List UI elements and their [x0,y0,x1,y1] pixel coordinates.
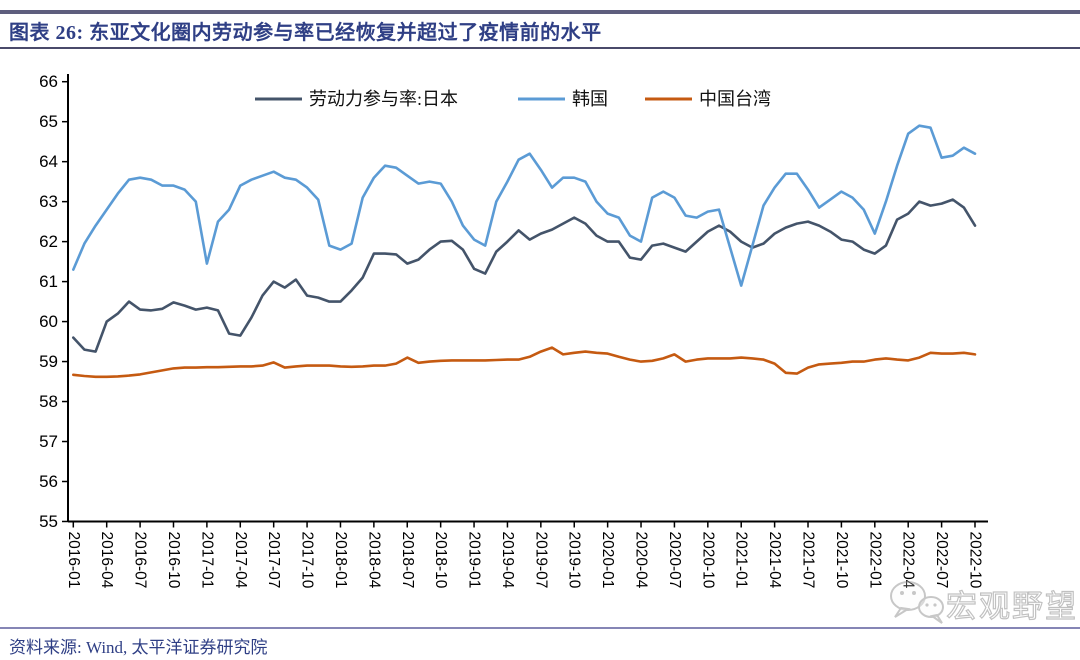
y-axis-tick-label: 56 [39,472,58,491]
x-axis-tick-label: 2017-01 [198,532,215,589]
axis-lines [67,74,988,523]
x-axis-tick-label: 2021-07 [800,532,817,589]
y-axis-tick-label: 62 [39,232,58,251]
x-axis-tick-label: 2022-07 [933,532,950,589]
wechat-icon [890,581,944,624]
legend-label-japan: 劳动力参与率:日本 [309,89,458,109]
x-axis-tick-label: 2020-01 [599,532,616,589]
y-axis-tick-label: 61 [39,272,58,291]
x-axis-tick-label: 2018-04 [365,532,382,589]
legend: 劳动力参与率:日本 韩国 中国台湾 [255,89,771,109]
top-rule [0,10,1080,14]
x-axis-tick-label: 2016-07 [132,532,149,589]
legend-label-taiwan: 中国台湾 [699,89,771,109]
x-axis-tick-label: 2017-07 [265,532,282,589]
x-axis-tick-label: 2018-07 [399,532,416,589]
title-underline-rule [0,47,1080,49]
source-note: 资料来源: Wind, 太平洋证券研究院 [9,638,268,657]
x-axis-tick-label: 2022-04 [900,532,917,589]
x-axis-tick-label: 2018-01 [332,532,349,589]
x-axis-tick-label: 2021-10 [833,532,850,589]
x-axis-tick-label: 2019-07 [532,532,549,589]
y-axis-tick-label: 55 [39,512,58,531]
series-line-korea [72,124,977,287]
footer-rule [0,627,1080,629]
x-axis-tick-label: 2019-10 [566,532,583,589]
x-axis-tick-label: 2021-04 [766,532,783,589]
y-axis-tick-label: 64 [39,152,58,171]
x-axis-tick-label: 2019-04 [499,532,516,589]
x-axis-tick-label: 2016-10 [165,532,182,589]
x-axis-tick-label: 2019-01 [466,532,483,589]
x-axis-tick-label: 2016-04 [98,532,115,589]
y-axis-tick-label: 58 [39,392,58,411]
axes: 55 56 57 58 59 60 61 62 63 64 65 66 2016-01 2016-04 20… [39,72,988,589]
series-lines [72,124,977,379]
y-axis-tick-label: 63 [39,192,58,211]
x-axis-tick-label: 2018-10 [432,532,449,589]
series-line-taiwan [72,346,977,379]
x-axis-tick-label: 2017-04 [232,532,249,589]
x-axis-tick-label: 2016-01 [65,532,82,589]
legend-label-korea: 韩国 [572,89,608,109]
chart-title: 图表 26: 东亚文化圈内劳动参与率已经恢复并超过了疫情前的水平 [9,22,602,44]
x-axis-tick-label: 2017-10 [299,532,316,589]
x-axis-tick-label: 2021-01 [733,532,750,589]
wechat-icon-eyes [900,591,937,607]
y-axis-tick-label: 57 [39,432,58,451]
x-axis-tick-label: 2020-10 [699,532,716,589]
x-axis-tick-label: 2022-10 [966,532,983,589]
x-axis-tick-label: 2020-04 [633,532,650,589]
x-axis-tick-label: 2020-07 [666,532,683,589]
y-axis-tick-label: 65 [39,112,58,131]
x-axis-tick-label: 2022-01 [866,532,883,589]
series-line-japan [72,198,977,353]
y-axis-tick-label: 66 [39,72,58,91]
watermark-text: 宏观野望 [946,589,1078,624]
watermark: 宏观野望 [890,581,1078,625]
y-axis-tick-label: 59 [39,352,58,371]
y-axis-tick-label: 60 [39,312,58,331]
